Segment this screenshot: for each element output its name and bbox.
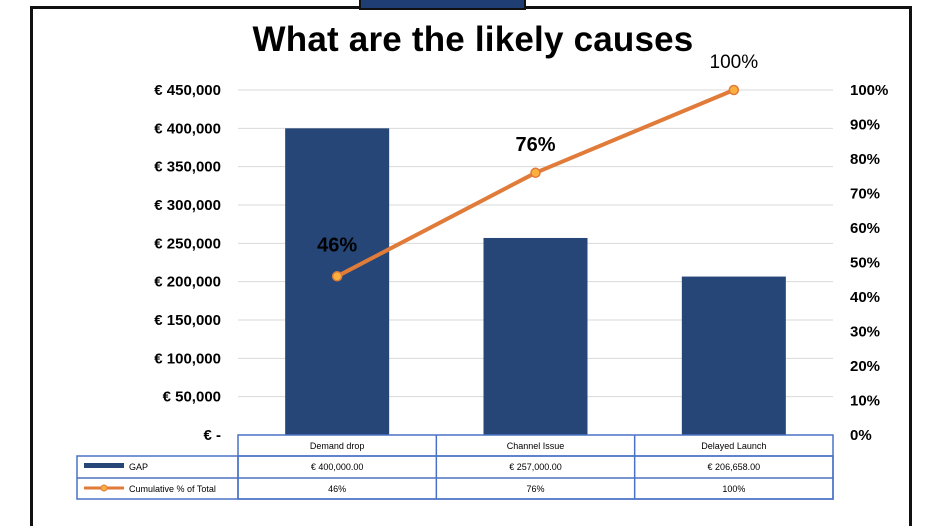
y-left-tick-label: € 250,000 (154, 235, 221, 252)
y-left-tick-label: € 450,000 (154, 82, 221, 99)
y-left-tick-label: € 100,000 (154, 350, 221, 367)
y-right-tick-label: 100% (850, 82, 888, 99)
legend-key-gap (84, 463, 124, 468)
y-right-tick-label: 60% (850, 220, 880, 237)
legend-key-cumulative-marker (100, 484, 108, 492)
table-cell: € 257,000.00 (509, 462, 562, 472)
y-right-tick-label: 30% (850, 324, 880, 341)
top-tab-decoration (359, 0, 526, 10)
cumulative-point-1 (331, 271, 343, 282)
table-cell: € 206,658.00 (708, 462, 761, 472)
cumulative-data-label: 100% (710, 52, 759, 73)
table-category-label: Delayed Launch (701, 441, 766, 451)
chart-title: What are the likely causes (252, 20, 694, 59)
y-right-tick-label: 90% (850, 117, 880, 134)
y-right-tick-label: 10% (850, 393, 880, 410)
y-left-tick-label: € - (203, 427, 221, 444)
y-left-tick-label: € 400,000 (154, 120, 221, 137)
bar-1 (285, 128, 390, 436)
cumulative-data-label: 46% (317, 234, 357, 256)
y-left-tick-label: € 150,000 (154, 312, 221, 329)
y-right-tick-label: 40% (850, 289, 880, 306)
table-series-label: Cumulative % of Total (129, 484, 216, 494)
y-right-tick-label: 80% (850, 151, 880, 168)
y-left-tick-label: € 350,000 (154, 159, 221, 176)
chart-frame (30, 6, 912, 526)
table-category-label: Demand drop (310, 441, 365, 451)
y-right-tick-label: 0% (850, 427, 872, 444)
cumulative-data-label: 76% (515, 134, 555, 156)
table-cell: € 400,000.00 (311, 462, 364, 472)
bar-3 (681, 276, 786, 435)
table-category-label: Channel Issue (507, 441, 565, 451)
table-cell: 76% (526, 484, 544, 494)
y-left-tick-label: € 300,000 (154, 197, 221, 214)
y-left-tick-label: € 50,000 (163, 389, 221, 406)
y-right-tick-label: 20% (850, 358, 880, 375)
table-cell: 46% (328, 484, 346, 494)
y-right-tick-label: 50% (850, 255, 880, 272)
bar-2 (483, 237, 588, 435)
cumulative-point-2 (530, 167, 541, 179)
table-cell: 100% (722, 484, 745, 494)
table-series-label: GAP (129, 462, 148, 472)
y-left-tick-label: € 200,000 (154, 274, 221, 291)
y-right-tick-label: 70% (850, 186, 880, 203)
cumulative-point-3 (728, 84, 740, 96)
